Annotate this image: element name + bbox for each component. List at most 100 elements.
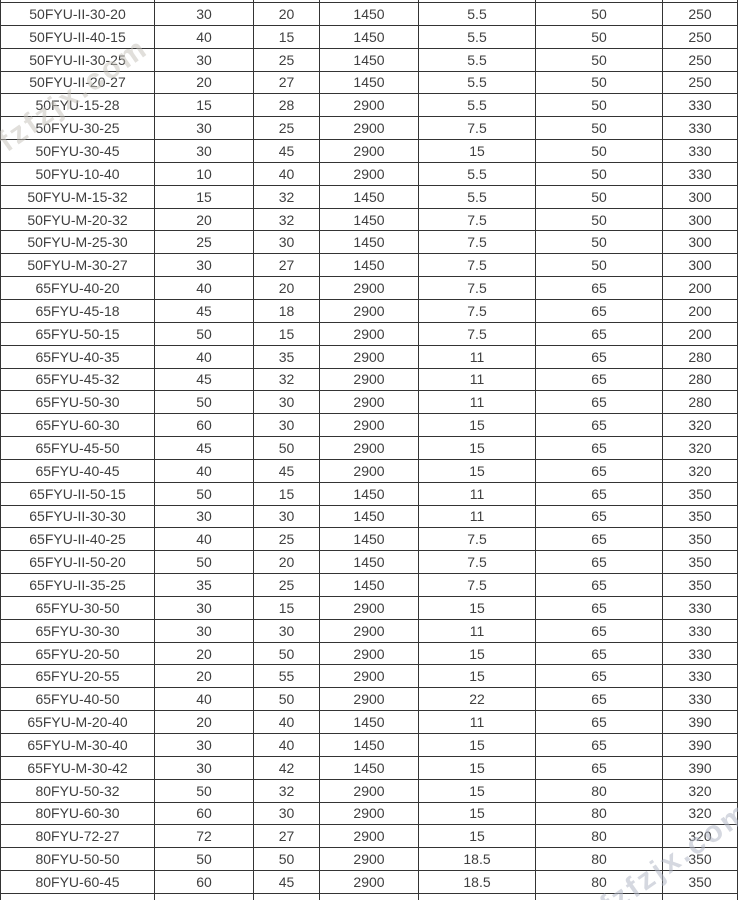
table-row: 50FYU-M-20-32 20 32 1450 7.5 50 300 <box>0 208 738 232</box>
value-cell: 250 <box>663 3 738 25</box>
table-row: 65FYU-50-30 50 30 2900 11 65 280 <box>0 391 738 415</box>
value-cell: 15 <box>419 414 536 437</box>
value-cell: 15 <box>155 94 254 117</box>
value-cell: 30 <box>254 414 320 437</box>
model-cell: 80FYU-60-45 <box>1 871 155 893</box>
model-cell: 65FYU-II-50-20 <box>1 551 155 574</box>
table-row: 80FYU-60-30 60 30 2900 15 80 320 <box>0 802 738 826</box>
value-cell: 320 <box>663 825 738 848</box>
value-cell: 330 <box>663 688 738 711</box>
value-cell: 20 <box>254 3 320 25</box>
value-cell: 2900 <box>320 94 419 117</box>
model-cell: 65FYU-II-40-25 <box>1 528 155 551</box>
value-cell: 40 <box>254 734 320 756</box>
value-cell: 50 <box>536 117 663 140</box>
value-cell: 65 <box>536 574 663 596</box>
value-cell: 65 <box>536 459 663 482</box>
value-cell: 320 <box>663 414 738 437</box>
value-cell: 2900 <box>320 414 419 437</box>
table-row: 50FYU-15-28 15 28 2900 5.5 50 330 <box>0 94 738 118</box>
value-cell: 7.5 <box>419 322 536 345</box>
value-cell: 2900 <box>320 596 419 619</box>
table-row: 65FYU-II-40-25 40 25 1450 7.5 65 350 <box>0 528 738 552</box>
value-cell: 50 <box>536 208 663 231</box>
value-cell: 27 <box>254 254 320 277</box>
value-cell: 50 <box>155 482 254 505</box>
value-cell: 15 <box>419 665 536 688</box>
model-cell: 50FYU-M-30-27 <box>1 254 155 277</box>
model-cell: 65FYU-20-55 <box>1 665 155 688</box>
value-cell <box>419 893 536 900</box>
model-cell: 65FYU-45-50 <box>1 437 155 459</box>
value-cell: 1450 <box>320 3 419 25</box>
value-cell: 350 <box>663 848 738 871</box>
value-cell: 27 <box>254 825 320 848</box>
value-cell: 40 <box>155 528 254 551</box>
value-cell: 2900 <box>320 299 419 322</box>
value-cell: 30 <box>254 231 320 254</box>
value-cell: 80 <box>536 848 663 871</box>
model-cell: 80FYU-50-32 <box>1 779 155 802</box>
value-cell: 65 <box>536 665 663 688</box>
value-cell: 22 <box>419 688 536 711</box>
value-cell: 2900 <box>320 802 419 825</box>
value-cell: 2900 <box>320 871 419 893</box>
value-cell: 7.5 <box>419 208 536 231</box>
value-cell: 15 <box>254 482 320 505</box>
value-cell: 80 <box>536 779 663 802</box>
value-cell <box>536 0 663 2</box>
value-cell: 18.5 <box>419 871 536 893</box>
value-cell: 20 <box>155 665 254 688</box>
value-cell: 65 <box>536 619 663 642</box>
value-cell: 1450 <box>320 231 419 254</box>
value-cell: 30 <box>155 3 254 25</box>
model-cell: 50FYU-30-45 <box>1 140 155 162</box>
model-cell <box>1 893 155 900</box>
value-cell: 15 <box>419 802 536 825</box>
value-cell: 2900 <box>320 345 419 368</box>
value-cell: 5.5 <box>419 3 536 25</box>
value-cell: 40 <box>155 25 254 48</box>
value-cell: 30 <box>254 505 320 528</box>
value-cell: 45 <box>254 140 320 162</box>
table-row: 50FYU-M-25-30 25 30 1450 7.5 50 300 <box>0 231 738 255</box>
value-cell: 80 <box>536 802 663 825</box>
value-cell: 30 <box>254 391 320 414</box>
value-cell: 50 <box>536 94 663 117</box>
value-cell: 50 <box>536 71 663 94</box>
value-cell: 65 <box>536 322 663 345</box>
value-cell: 330 <box>663 619 738 642</box>
value-cell: 15 <box>419 734 536 756</box>
value-cell: 50 <box>155 551 254 574</box>
table-row: 65FYU-II-30-30 30 30 1450 11 65 350 <box>0 505 738 529</box>
value-cell: 15 <box>419 756 536 779</box>
table-row: 65FYU-M-20-40 20 40 1450 11 65 390 <box>0 711 738 734</box>
value-cell: 30 <box>155 140 254 162</box>
value-cell: 50 <box>536 231 663 254</box>
table-row: 50FYU-II-20-27 20 27 1450 5.5 50 250 <box>0 71 738 95</box>
value-cell: 32 <box>254 779 320 802</box>
table-row: 65FYU-40-20 40 20 2900 7.5 65 200 <box>0 277 738 300</box>
value-cell: 50 <box>536 140 663 162</box>
value-cell: 40 <box>155 277 254 299</box>
value-cell: 320 <box>663 437 738 459</box>
value-cell: 390 <box>663 756 738 779</box>
table-row: 65FYU-45-50 45 50 2900 15 65 320 <box>0 437 738 460</box>
table-row: 65FYU-30-50 30 15 2900 15 65 330 <box>0 596 738 620</box>
value-cell: 45 <box>155 437 254 459</box>
model-cell: 65FYU-30-50 <box>1 596 155 619</box>
value-cell <box>663 893 738 900</box>
value-cell: 60 <box>155 414 254 437</box>
value-cell: 15 <box>419 825 536 848</box>
model-cell: 65FYU-30-30 <box>1 619 155 642</box>
value-cell: 60 <box>155 871 254 893</box>
value-cell: 2900 <box>320 779 419 802</box>
value-cell: 72 <box>155 825 254 848</box>
value-cell: 30 <box>254 802 320 825</box>
value-cell <box>155 893 254 900</box>
value-cell: 25 <box>254 117 320 140</box>
value-cell: 250 <box>663 48 738 71</box>
table-row: 50FYU-10-40 10 40 2900 5.5 50 330 <box>0 162 738 186</box>
model-cell: 50FYU-II-30-25 <box>1 48 155 71</box>
value-cell: 15 <box>254 596 320 619</box>
